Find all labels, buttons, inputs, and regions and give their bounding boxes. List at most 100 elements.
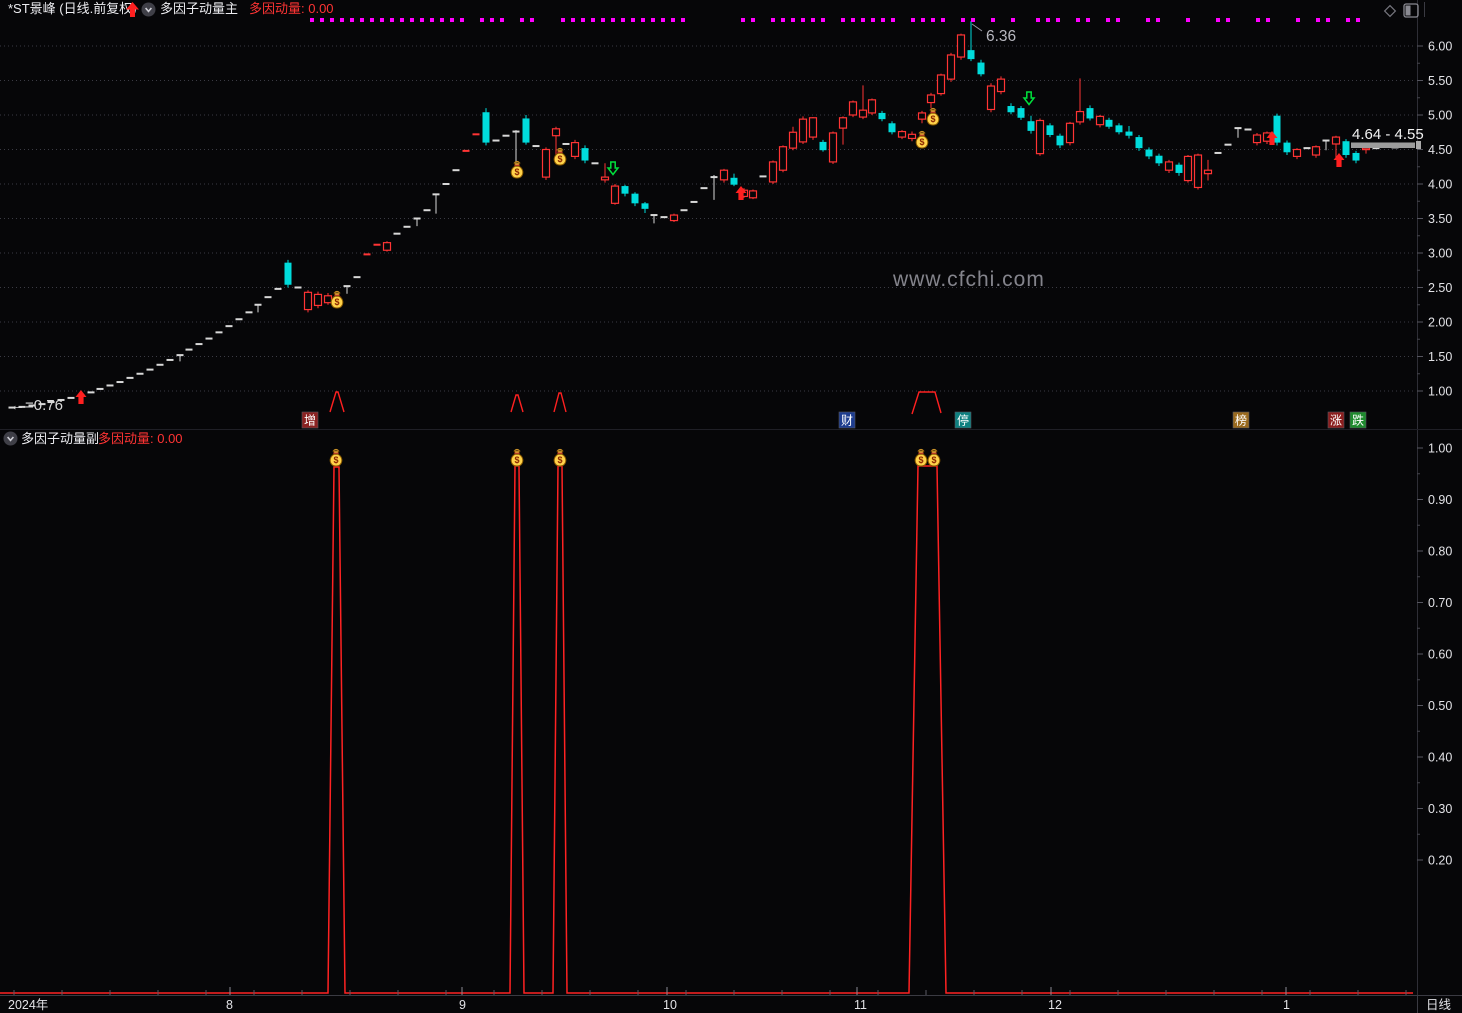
- candle: [373, 243, 381, 246]
- y-axis-label: 0.40: [1428, 751, 1452, 765]
- candle: [1224, 143, 1232, 146]
- candle: [591, 162, 599, 165]
- diamond-icon[interactable]: [1382, 3, 1398, 19]
- money-bag-icon: $: [926, 107, 940, 126]
- momentum-dot: [490, 18, 494, 22]
- event-badge: 财: [838, 411, 856, 429]
- candle-body: [303, 291, 313, 311]
- candle-body: [482, 112, 490, 143]
- candle: [1175, 162, 1183, 176]
- candle: [719, 168, 729, 183]
- candle: [926, 92, 936, 109]
- event-badge: 增: [301, 411, 319, 429]
- candle-dash: [502, 134, 510, 137]
- candle: [1352, 150, 1360, 164]
- candle: [1086, 105, 1094, 121]
- candle-body: [382, 242, 392, 251]
- momentum-dot: [380, 18, 384, 22]
- candle: [996, 76, 1006, 95]
- momentum-dot: [1186, 18, 1190, 22]
- x-axis-label: 11: [854, 998, 867, 1012]
- momentum-dot: [1256, 18, 1260, 22]
- candle: [621, 184, 629, 197]
- signal-spike: [553, 392, 567, 413]
- momentum-dot: [571, 18, 575, 22]
- indicator-line: [0, 465, 1413, 994]
- candle-body: [1283, 142, 1291, 153]
- candle-body: [1007, 106, 1015, 113]
- candle-body: [867, 99, 877, 114]
- y-axis-label: 2.50: [1428, 281, 1452, 295]
- candle: [1046, 123, 1054, 138]
- bag-body: [510, 453, 524, 467]
- candle-dash: [96, 387, 104, 390]
- momentum-dot: [1076, 18, 1080, 22]
- momentum-dot: [420, 18, 424, 22]
- momentum-dot: [360, 18, 364, 22]
- axis-price-marker: [1416, 141, 1421, 149]
- candle-dash: [442, 183, 450, 185]
- last-price-label: 4.64 - 4.55: [1352, 126, 1424, 143]
- candle-dash: [8, 406, 16, 409]
- candle: [1303, 147, 1311, 150]
- candle-body: [641, 203, 649, 209]
- momentum-dot: [1216, 18, 1220, 22]
- period-label[interactable]: 日线: [1426, 998, 1452, 1012]
- momentum-dot: [520, 18, 524, 22]
- candle: [1164, 159, 1174, 173]
- momentum-dot: [821, 18, 825, 22]
- candle: [106, 384, 114, 387]
- candle-body: [748, 190, 758, 199]
- candle-dash: [185, 348, 193, 351]
- momentum-dot: [1316, 18, 1320, 22]
- candle: [8, 406, 16, 409]
- candle: [1125, 126, 1133, 139]
- candle-body: [1203, 169, 1213, 175]
- momentum-dot: [891, 18, 895, 22]
- momentum-dot: [631, 18, 635, 22]
- candle-dash: [1224, 143, 1232, 146]
- candle-dash: [591, 162, 599, 165]
- candle-body: [1175, 164, 1183, 173]
- candle: [274, 287, 282, 290]
- candle: [986, 83, 996, 113]
- candle: [1007, 103, 1015, 115]
- candle: [87, 391, 95, 394]
- split-panel-icon[interactable]: [1403, 3, 1419, 18]
- candle-body: [323, 295, 333, 304]
- event-badge-text: 榜: [1235, 413, 1247, 428]
- bag-dollar-sign: $: [918, 455, 923, 465]
- momentum-dot: [400, 18, 404, 22]
- candle-body: [828, 132, 838, 163]
- chevron-down-circle-icon[interactable]: [3, 431, 18, 446]
- momentum-dot: [641, 18, 645, 22]
- candle-dash: [225, 325, 233, 328]
- main-signal-spikes-layer: [329, 391, 942, 415]
- candle-dash: [264, 296, 272, 299]
- candle-body: [669, 214, 679, 222]
- candle-body: [600, 176, 610, 181]
- candle-dash: [47, 401, 55, 404]
- candle: [967, 21, 975, 62]
- candle: [690, 200, 698, 203]
- candle: [1342, 139, 1350, 158]
- event-badge-text: 增: [304, 414, 316, 428]
- candle-body: [1017, 108, 1025, 118]
- candle: [452, 169, 460, 172]
- candle: [67, 396, 75, 399]
- candle-dash: [1322, 139, 1330, 142]
- money-bag-icon: $: [330, 290, 344, 309]
- chevron-down-circle-icon[interactable]: [141, 2, 156, 17]
- signal-spike: [911, 391, 942, 415]
- bag-dollar-sign: $: [514, 455, 519, 465]
- candle: [1283, 140, 1291, 156]
- momentum-dot: [370, 18, 374, 22]
- candle-dash: [87, 391, 95, 394]
- y-axis-label: 6.00: [1428, 40, 1452, 54]
- y-axis-label: 0.20: [1428, 854, 1452, 868]
- event-badge: 停: [954, 411, 972, 429]
- peak-callout-line: [971, 23, 983, 32]
- candle: [1155, 153, 1163, 167]
